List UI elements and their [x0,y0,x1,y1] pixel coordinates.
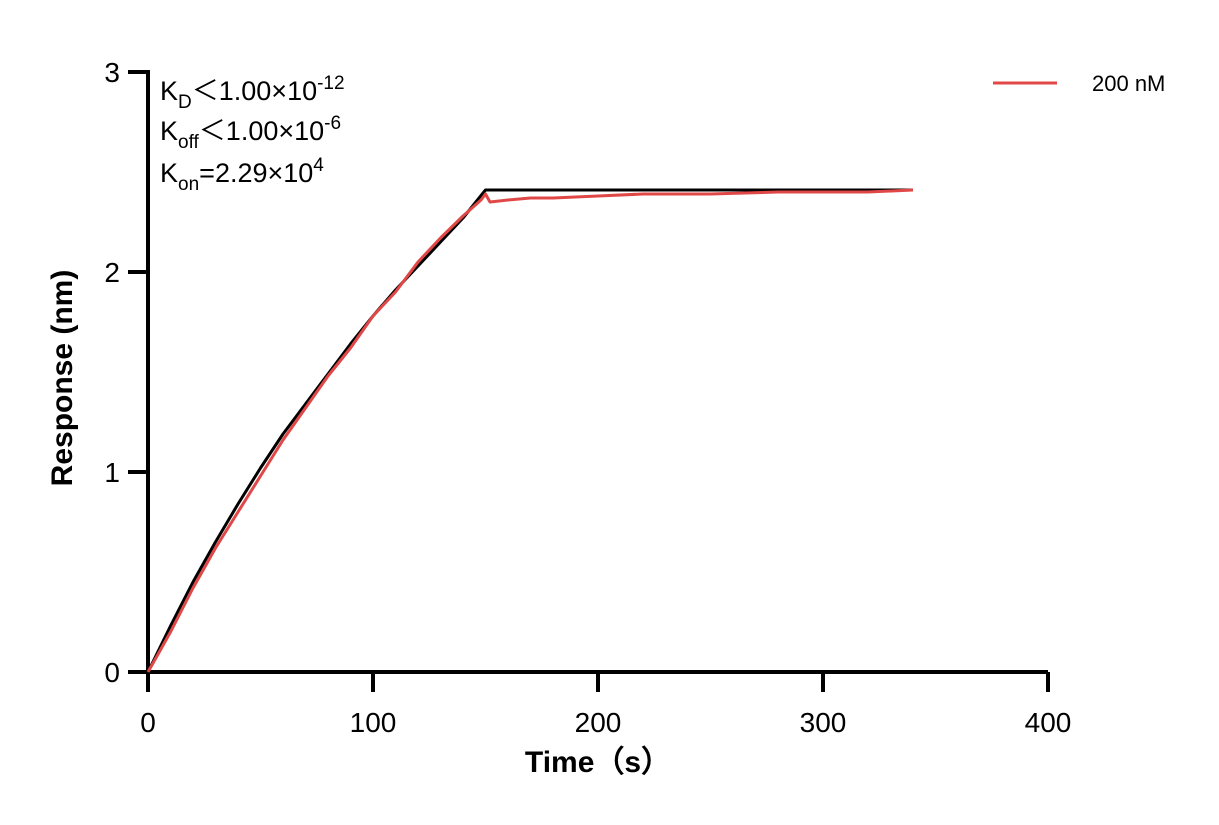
kon-annotation: Kon=2.29×104 [160,155,324,195]
y-tick-label: 3 [104,57,120,88]
legend: 200 nM [993,71,1165,96]
fit-curve-line [146,188,913,673]
x-tick-label: 100 [350,707,397,738]
koff-annotation: Koff＜1.00×10-6 [160,113,341,153]
x-tick-label: 300 [800,707,847,738]
kd-annotation: KD＜1.00×10-12 [160,73,345,113]
series-layer [146,188,914,673]
series-line-200nm [146,188,914,673]
x-tick-label: 200 [575,707,622,738]
x-axis-title: Time（s） [525,745,671,779]
y-tick-label: 2 [104,257,120,288]
y-tick-label: 0 [104,657,120,688]
legend-label-200nm: 200 nM [1092,71,1165,96]
axes: 0 100 200 300 400 0 1 2 3 [104,57,1071,738]
x-tick-label: 0 [140,707,156,738]
kinetics-annotation: KD＜1.00×10-12 Koff＜1.00×10-6 Kon=2.29×10… [160,73,345,195]
y-tick-label: 1 [104,457,120,488]
y-axis-title: Response (nm) [46,270,79,487]
x-tick-label: 400 [1025,707,1072,738]
